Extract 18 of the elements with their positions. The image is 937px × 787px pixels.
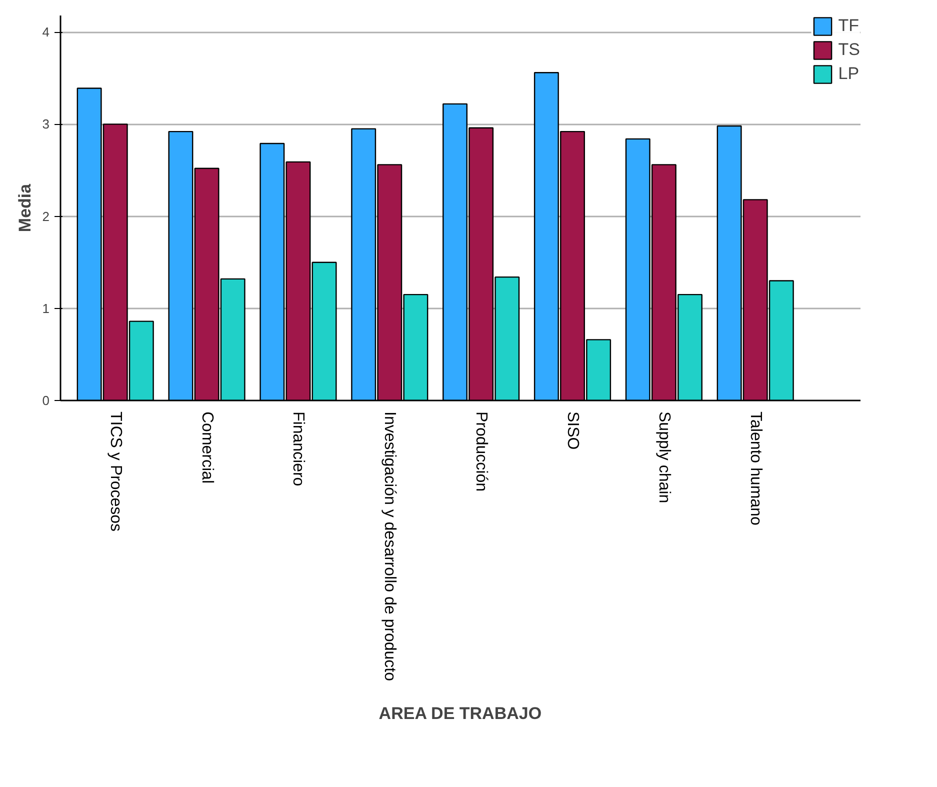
x-tick-label: Producción (472, 412, 490, 492)
x-tick-label: Talento humano (746, 412, 764, 526)
x-tick-label: TICS y Procesos (106, 412, 124, 532)
legend-label: LP (838, 64, 860, 84)
x-tick-label: SISO (564, 412, 581, 450)
x-tick-label: Financiero (290, 412, 307, 486)
y-tick-label: 2 (42, 208, 50, 224)
x-tick-label: Comercial (198, 412, 216, 484)
y-tick-label: 1 (42, 300, 50, 316)
legend-label: TF (838, 16, 860, 36)
x-tick-label: Investigación y desarrollo de producto (381, 412, 398, 682)
y-tick-label: 4 (42, 24, 50, 40)
legend-label: TS (838, 40, 860, 60)
x-axis-title: AREA DE TRABAJO (378, 704, 542, 723)
y-tick-label: 0 (42, 393, 50, 408)
y-axis-title: Media (15, 183, 34, 232)
x-tick-label: Supply chain (655, 412, 672, 504)
y-tick-label: 3 (42, 116, 50, 132)
